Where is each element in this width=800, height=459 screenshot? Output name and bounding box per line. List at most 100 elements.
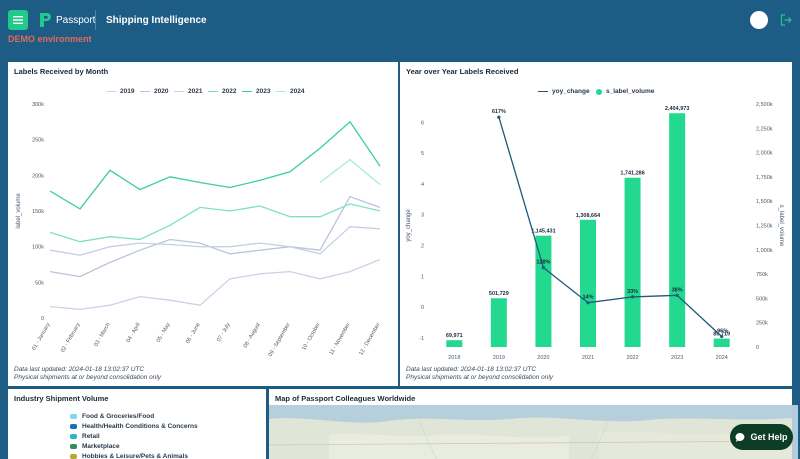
legend-item-2021[interactable]: 2021 bbox=[174, 88, 202, 95]
x-tick-label: 2021 bbox=[582, 355, 594, 361]
y-right-tick-label: 750k bbox=[756, 272, 768, 278]
x-tick-label: 2020 bbox=[537, 355, 549, 361]
brand-logo[interactable]: Passport bbox=[38, 12, 95, 28]
bar-data-label: 1,145,431 bbox=[531, 229, 555, 235]
legend-swatch bbox=[596, 88, 602, 95]
y-tick-label: 300k bbox=[32, 102, 44, 108]
legend-item-2020[interactable]: 2020 bbox=[140, 88, 168, 95]
chat-icon bbox=[735, 432, 745, 442]
industry-label: Hobbies & Leisure/Pets & Animals bbox=[82, 453, 188, 459]
x-tick-label: 12 - December bbox=[358, 322, 381, 357]
yoy-point-2020[interactable] bbox=[541, 266, 546, 270]
legend-label: yoy_change bbox=[552, 88, 590, 95]
logout-icon[interactable] bbox=[780, 14, 792, 26]
yoy-data-label: 33% bbox=[627, 289, 638, 295]
x-tick-label: 2023 bbox=[671, 355, 683, 361]
y-tick-label: 50k bbox=[35, 280, 44, 286]
bar-2019[interactable] bbox=[490, 298, 507, 347]
x-tick-label: 09 - September bbox=[268, 322, 292, 358]
industry-label: Marketplace bbox=[82, 443, 120, 450]
x-tick-label: 2024 bbox=[716, 355, 728, 361]
legend-swatch bbox=[106, 90, 116, 93]
legend-item-2024[interactable]: 2024 bbox=[276, 88, 304, 95]
y-left-tick-label: 0 bbox=[421, 305, 424, 311]
industry-label: Health/Health Conditions & Concerns bbox=[82, 423, 198, 430]
user-avatar[interactable] bbox=[750, 11, 768, 29]
industry-legend-item[interactable]: Marketplace bbox=[70, 443, 120, 450]
legend-item-2019[interactable]: 2019 bbox=[106, 88, 134, 95]
series-line-2024[interactable] bbox=[319, 158, 381, 186]
y-tick-label: 0 bbox=[41, 316, 44, 322]
bar-2022[interactable] bbox=[624, 177, 641, 347]
bar-2021[interactable] bbox=[580, 219, 596, 347]
yoy-data-label: 128% bbox=[536, 260, 550, 266]
bar-data-label: 1,741,286 bbox=[620, 171, 644, 177]
get-help-button[interactable]: Get Help bbox=[730, 424, 793, 450]
legend-label: 2020 bbox=[154, 88, 169, 95]
panel-title: Industry Shipment Volume bbox=[14, 394, 109, 403]
x-tick-label: 11 - November bbox=[329, 322, 352, 356]
x-tick-label: 03 - March bbox=[93, 322, 111, 348]
yoy-data-label: 617% bbox=[492, 109, 506, 115]
yoy-change-line[interactable] bbox=[498, 117, 723, 337]
passport-logo-icon bbox=[40, 13, 51, 27]
y-right-tick-label: 1,750k bbox=[756, 175, 773, 181]
y-left-tick-label: 1 bbox=[421, 274, 424, 280]
legend-item-2023[interactable]: 2023 bbox=[242, 88, 270, 95]
bar-2020[interactable] bbox=[535, 235, 552, 347]
bar-data-label: 69,971 bbox=[446, 333, 463, 339]
y-left-tick-label: 5 bbox=[421, 151, 424, 157]
bar-2018[interactable] bbox=[446, 340, 463, 347]
yoy-point-2019[interactable] bbox=[497, 115, 501, 119]
app-title: Shipping Intelligence bbox=[106, 15, 207, 26]
y-right-tick-label: 1,000k bbox=[756, 248, 773, 254]
yoy-data-label: 14% bbox=[582, 295, 593, 301]
legend-swatch bbox=[276, 90, 286, 93]
yoy-point-2021[interactable] bbox=[586, 301, 590, 305]
bar-data-label: 2,404,973 bbox=[665, 106, 689, 112]
menu-button[interactable] bbox=[8, 10, 28, 30]
bar-data-label: 86,719 bbox=[713, 332, 730, 338]
legend-swatch bbox=[140, 90, 150, 93]
legend-item-s_label_volume[interactable]: s_label_volume bbox=[596, 88, 654, 95]
world-map[interactable] bbox=[269, 405, 798, 459]
colleagues-map-panel: Map of Passport Colleagues Worldwide bbox=[269, 389, 798, 459]
bar-2024[interactable] bbox=[713, 338, 730, 347]
series-line-2023[interactable] bbox=[49, 120, 381, 210]
get-help-label: Get Help bbox=[750, 432, 788, 442]
series-line-2019[interactable] bbox=[49, 258, 381, 311]
footnote-text: Physical shipments at or beyond consolid… bbox=[406, 374, 554, 381]
y-right-tick-label: 1,250k bbox=[756, 224, 773, 230]
y-tick-label: 250k bbox=[32, 138, 44, 144]
yoy-point-2023[interactable] bbox=[675, 293, 679, 297]
x-tick-label: 06 - June bbox=[185, 322, 202, 345]
legend-label: 2019 bbox=[120, 88, 135, 95]
bar-data-label: 1,308,664 bbox=[576, 213, 601, 219]
legend-item-yoy_change[interactable]: yoy_change bbox=[538, 88, 590, 95]
labels-by-month-chart: 0 50k 100k 150k 200k 250k 300k label_volume 01 -… bbox=[16, 102, 382, 358]
yoy-data-label: 38% bbox=[672, 287, 683, 293]
series-line-2020[interactable] bbox=[49, 195, 381, 278]
labels-by-month-panel: Labels Received by Month 2019 2020 2021 202… bbox=[8, 62, 398, 386]
yoy-point-2022[interactable] bbox=[630, 295, 635, 299]
industry-swatch bbox=[70, 414, 77, 419]
industry-legend-item[interactable]: Retail bbox=[70, 433, 100, 440]
industry-legend-item[interactable]: Food & Groceries/Food bbox=[70, 413, 154, 420]
y-tick-label: 200k bbox=[32, 173, 44, 179]
legend-swatch bbox=[242, 90, 252, 93]
y-right-tick-label: 2,250k bbox=[756, 126, 773, 132]
y-right-tick-label: 0 bbox=[756, 345, 759, 351]
legend-item-2022[interactable]: 2022 bbox=[208, 88, 236, 95]
series-line-2022[interactable] bbox=[49, 203, 381, 243]
y-left-tick-label: 2 bbox=[421, 243, 424, 249]
yoy-point-2024[interactable] bbox=[720, 334, 724, 339]
yoy-labels-chart: -1 0 1 2 3 4 5 6 0 250k 500k 750k 1,000k 1,250k 1,500k… bbox=[406, 102, 784, 361]
y-right-axis-title: s_label_volume bbox=[778, 205, 784, 247]
industry-legend-item[interactable]: Hobbies & Leisure/Pets & Animals bbox=[70, 453, 188, 459]
series-line-2021[interactable] bbox=[49, 226, 381, 256]
x-tick-label: 02 - February bbox=[60, 322, 82, 354]
y-right-tick-label: 2,000k bbox=[756, 151, 773, 157]
industry-legend-item[interactable]: Health/Health Conditions & Concerns bbox=[70, 423, 198, 430]
bar-2023[interactable] bbox=[669, 113, 686, 347]
legend-label: s_label_volume bbox=[606, 88, 655, 95]
